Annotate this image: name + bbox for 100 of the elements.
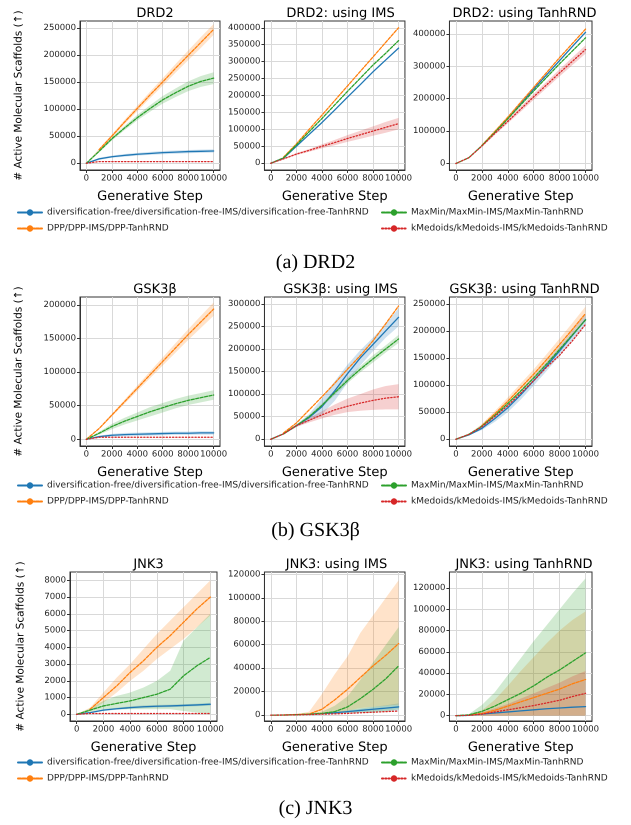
x-axis-title: Generative Step xyxy=(468,189,574,204)
x-axis-title: Generative Step xyxy=(90,740,196,755)
y-tick-label: 350000 xyxy=(228,40,260,50)
x-tick-label: 0 xyxy=(268,724,274,734)
text: (c) JNK3 xyxy=(278,797,352,819)
line-series xyxy=(455,692,586,716)
y-tick-label: 80000 xyxy=(233,616,260,626)
y-tick-label: 0 xyxy=(440,710,446,721)
y-tick-label: 2000 xyxy=(44,676,66,686)
line-series xyxy=(282,305,400,434)
x-tick-label: 2000 xyxy=(101,450,123,460)
y-axis-title: # Active Molecular Scaffolds (↑) xyxy=(12,10,24,181)
y-tick-label: 400000 xyxy=(412,28,446,39)
x-axis-title: Generative Step xyxy=(97,189,203,204)
y-tick-label: 100000 xyxy=(412,126,446,136)
chart-title: GSK3β xyxy=(133,282,177,297)
line-series xyxy=(494,32,586,133)
y-tick-label: 100000 xyxy=(228,592,260,603)
y-tick-label: 300000 xyxy=(228,298,260,309)
y-tick-label: 0 xyxy=(255,158,260,168)
line-series xyxy=(481,28,586,146)
x-tick-label: 8000 xyxy=(362,450,384,460)
x-tick-label: 6000 xyxy=(336,450,358,460)
chart-title: JNK3: using IMS xyxy=(284,557,388,572)
chart-title: DRD2 xyxy=(136,6,174,21)
text: (a) DRD2 xyxy=(276,251,356,273)
y-tick-label: 150000 xyxy=(228,366,260,376)
y-tick-label: 50000 xyxy=(418,407,446,418)
y-tick-label: 300000 xyxy=(228,56,260,67)
y-tick-label: 50000 xyxy=(48,131,76,142)
x-tick-label: 10000 xyxy=(572,724,600,734)
y-tick-label: 8000 xyxy=(44,575,66,586)
y-tick-label: 200000 xyxy=(44,50,76,60)
line-series xyxy=(89,596,211,710)
y-tick-label: 150000 xyxy=(228,107,260,118)
x-tick-label: 0 xyxy=(84,174,90,184)
legend-label: MaxMin/MaxMin-IMS/MaxMin-TanhRND xyxy=(411,480,584,490)
x-tick-label: 4000 xyxy=(311,450,333,460)
line-series xyxy=(308,706,400,715)
x-axis-title: Generative Step xyxy=(282,740,388,755)
y-tick-label: 150000 xyxy=(44,76,76,87)
y-tick-label: 150000 xyxy=(412,352,446,363)
y-tick-label: 60000 xyxy=(418,646,446,657)
y-tick-label: 50000 xyxy=(233,141,260,152)
legend-label: kMedoids/kMedoids-IMS/kMedoids-TanhRND xyxy=(411,774,608,784)
x-tick-label: 8000 xyxy=(172,724,194,734)
legend-label: DPP/DPP-IMS/DPP-TanhRND xyxy=(47,224,169,234)
y-tick-label: 0 xyxy=(60,709,66,720)
x-tick-label: 8000 xyxy=(548,174,570,184)
legend-label: DPP/DPP-IMS/DPP-TanhRND xyxy=(47,496,169,506)
legend-label: diversification-free/diversification-free-IMS/diversification-free-TanhRND xyxy=(47,758,369,768)
x-tick-label: 8000 xyxy=(362,174,384,184)
chart-title: GSK3β: using TanhRND xyxy=(449,282,600,297)
x-axis-title: Generative Step xyxy=(468,740,574,755)
y-tick-label: 120000 xyxy=(412,582,446,593)
x-tick-label: 2000 xyxy=(471,724,493,734)
y-tick-label: 3000 xyxy=(44,659,66,670)
y-tick-label: 200000 xyxy=(412,94,446,104)
x-axis-title: Generative Step xyxy=(97,465,203,480)
x-tick-label: 6000 xyxy=(152,174,174,184)
y-tick-label: 250000 xyxy=(412,298,446,309)
legend-label: DPP/DPP-IMS/DPP-TanhRND xyxy=(47,774,169,784)
y-tick-label: 50000 xyxy=(48,400,76,411)
line-series xyxy=(98,28,214,150)
legend-label: diversification-free/diversification-free-IMS/diversification-free-TanhRND xyxy=(47,208,369,218)
x-tick-label: 6000 xyxy=(522,450,545,460)
y-tick-label: 400000 xyxy=(228,22,260,33)
y-tick-label: 150000 xyxy=(44,334,76,344)
x-tick-label: 0 xyxy=(453,174,459,184)
y-tick-label: 20000 xyxy=(418,689,446,700)
line-series xyxy=(481,312,586,426)
x-tick-label: 6000 xyxy=(522,174,545,184)
chart-title: GSK3β: using IMS xyxy=(283,282,398,297)
y-tick-label: 1000 xyxy=(44,692,66,703)
x-tick-label: 4000 xyxy=(496,450,519,460)
x-tick-label: 4000 xyxy=(496,724,519,734)
x-tick-label: 8000 xyxy=(548,724,570,734)
x-tick-label: 4000 xyxy=(311,724,333,734)
y-tick-label: 100000 xyxy=(44,367,76,378)
y-tick-label: 300000 xyxy=(412,61,446,72)
x-tick-label: 6000 xyxy=(336,174,358,184)
y-tick-label: 40000 xyxy=(233,663,260,674)
y-tick-label: 0 xyxy=(70,158,76,168)
chart-title: DRD2: using IMS xyxy=(286,6,395,21)
y-tick-label: 6000 xyxy=(44,608,66,619)
chart-title: JNK3: using TanhRND xyxy=(454,557,593,572)
y-tick-label: 100000 xyxy=(412,604,446,614)
x-axis-title: Generative Step xyxy=(468,465,574,480)
x-tick-label: 2000 xyxy=(471,450,493,460)
y-tick-label: 250000 xyxy=(228,321,260,332)
y-tick-label: 120000 xyxy=(228,569,260,580)
x-tick-label: 8000 xyxy=(177,174,199,184)
x-tick-label: 4000 xyxy=(311,174,333,184)
x-tick-label: 0 xyxy=(453,724,459,734)
y-tick-label: 40000 xyxy=(418,668,446,678)
line-series xyxy=(468,678,586,716)
x-tick-label: 10000 xyxy=(385,450,412,460)
x-tick-label: 4000 xyxy=(126,174,148,184)
x-tick-label: 10000 xyxy=(572,174,600,184)
y-tick-label: 0 xyxy=(255,710,260,720)
